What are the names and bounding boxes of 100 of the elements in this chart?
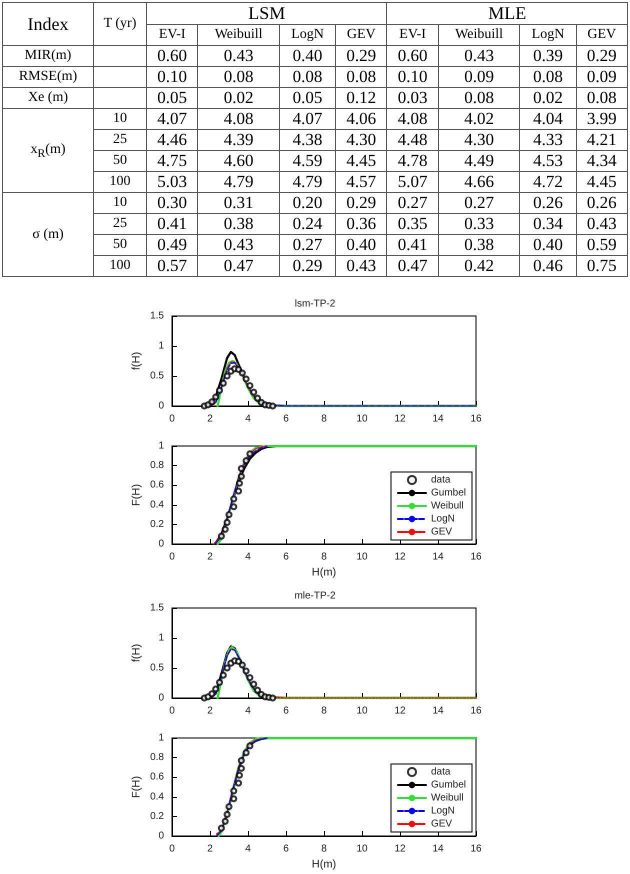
text: 4.59 [292, 151, 322, 170]
legend-label: Gumbel [430, 488, 466, 498]
text: Index [2, 2, 94, 46]
point [230, 787, 238, 794]
point [212, 686, 220, 692]
point [216, 386, 223, 394]
point [230, 795, 238, 802]
text: 4.30 [464, 130, 494, 149]
category-label: 50 [113, 237, 127, 252]
x-tick-label: 8 [321, 552, 328, 562]
text: 0.38 [464, 235, 494, 254]
text: 0.46 [533, 256, 563, 275]
text: 0.40 [346, 235, 376, 254]
text: 4.78 [398, 151, 428, 170]
legend-label: GEV [430, 818, 452, 830]
text: 4.75 [157, 151, 188, 170]
category-label: 25 [113, 132, 127, 147]
text: 0.31 [224, 193, 254, 212]
y-tick-label: 1.5 [150, 602, 164, 614]
x-tick-label: 14 [432, 414, 444, 424]
text: 0.27 [398, 193, 428, 212]
point [226, 803, 232, 810]
text: 0.29 [346, 193, 376, 212]
point [216, 678, 223, 686]
text: 4.72 [533, 172, 563, 191]
text: 0.08 [346, 67, 376, 86]
text: 0.40 [533, 235, 563, 254]
x-tick-label: 14 [432, 706, 444, 716]
y-tick-label: 0.2 [150, 518, 164, 530]
text: 0.39 [533, 46, 563, 65]
text: 0.26 [533, 193, 563, 212]
text: 0.75 [586, 256, 617, 275]
point [235, 780, 242, 787]
point [246, 742, 254, 750]
text: 4.45 [346, 151, 376, 170]
y-tick-label: 1 [158, 340, 164, 352]
x-tick-label: 16 [470, 414, 482, 424]
legend-label: GEV [430, 526, 452, 538]
text: 0.10 [398, 67, 428, 86]
text: 0.57 [157, 256, 188, 275]
text: 0.05 [157, 88, 188, 107]
x-tick-label: 6 [283, 706, 290, 716]
text: 4.04 [533, 109, 563, 128]
x-tick-label: 2 [207, 414, 214, 424]
y-tick-label: 0 [158, 692, 164, 704]
legend-label: Weibull [430, 500, 464, 512]
text: 0.47 [224, 256, 254, 275]
text: MLE [386, 2, 628, 24]
point [254, 686, 261, 694]
category-label: 10 [113, 195, 127, 210]
y-tick-label: 0.4 [150, 791, 164, 802]
text: 0.09 [586, 67, 617, 86]
legend-label: LogN [430, 514, 455, 524]
point [238, 472, 245, 480]
point [235, 658, 242, 665]
point [224, 372, 231, 380]
y-tick-label: 0.5 [150, 662, 164, 674]
point [246, 674, 254, 682]
x-tick-label: 12 [394, 844, 406, 854]
point [236, 772, 243, 779]
category-label: x$_{R}$(m) [30, 142, 66, 160]
point [224, 664, 231, 672]
point [242, 376, 250, 382]
point [238, 764, 245, 772]
x-tick-label: 10 [356, 844, 368, 854]
text: 4.66 [464, 172, 494, 191]
text: 0.27 [292, 235, 322, 254]
x-tick-label: 16 [470, 706, 482, 716]
point [230, 495, 238, 502]
chart-title: lsm-TP-2 [294, 298, 336, 310]
text: 0.08 [292, 67, 322, 86]
text: 0.08 [586, 88, 617, 107]
text: 0.12 [346, 88, 376, 107]
y-tick-label: 1 [158, 440, 164, 452]
text: 0.60 [398, 46, 428, 65]
legend-label: LogN [430, 806, 455, 816]
text: 5.03 [157, 172, 188, 191]
text: 0.43 [586, 214, 617, 233]
text: 0.59 [586, 235, 617, 254]
point [269, 402, 276, 410]
text: 0.26 [586, 193, 617, 212]
text: 4.08 [224, 109, 254, 128]
point [238, 662, 246, 668]
point [250, 388, 258, 396]
category-label: 50 [113, 153, 127, 168]
point [242, 668, 250, 674]
text: 0.60 [157, 46, 188, 65]
text: 0.43 [464, 46, 494, 65]
x-tick-label: 2 [207, 844, 214, 854]
x-tick-label: 6 [283, 414, 290, 424]
text: 0.27 [464, 193, 494, 212]
y-axis-title: f(H) [130, 352, 142, 370]
y-tick-label: 0 [158, 538, 164, 550]
x-tick-label: 8 [321, 844, 328, 854]
text: 4.07 [157, 109, 188, 128]
text: 0.33 [464, 214, 494, 233]
y-tick-label: 0 [158, 400, 164, 412]
y-axis-title: F(H) [130, 776, 142, 798]
x-tick-label: 12 [394, 552, 406, 562]
x-tick-label: 4 [245, 552, 252, 562]
